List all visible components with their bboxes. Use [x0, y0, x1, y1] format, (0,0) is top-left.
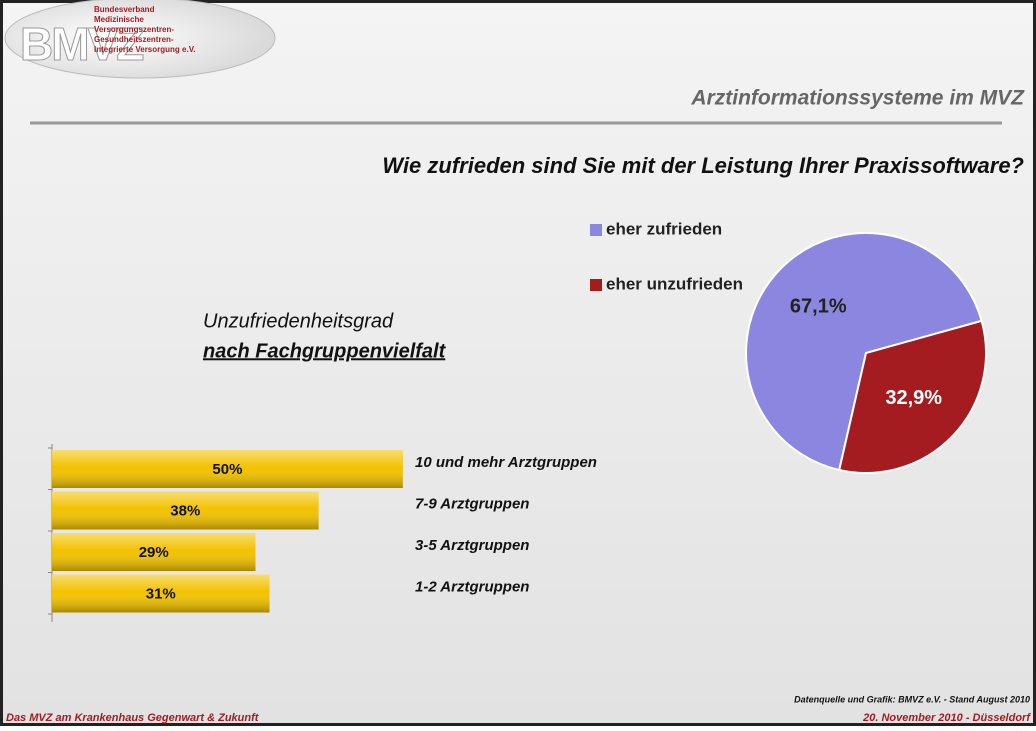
pie-slice [745, 232, 983, 472]
logo-mark: BMVZ [20, 18, 143, 70]
value-label: 38% [170, 502, 200, 519]
pie-label: 32,9% [885, 387, 942, 409]
header: Arztinformationssysteme im MVZ [690, 87, 1025, 110]
logo-shape [4, 0, 276, 79]
legend-label: eher zufrieden [606, 219, 722, 238]
category-label: 10 und mehr Arztgruppen [415, 454, 597, 471]
logo-line: Integrierte Versorgung e.V. [94, 45, 196, 54]
pie-label: 67,1% [790, 296, 847, 318]
legend-swatch [590, 279, 602, 291]
logo-line: Medizinische [94, 15, 144, 24]
category-label: 7-9 Arztgruppen [415, 495, 529, 512]
legend-label: eher unzufrieden [606, 274, 743, 293]
logo-line: Bundesverband [94, 5, 155, 14]
bar-shade [52, 450, 403, 488]
value-label: 29% [139, 544, 169, 561]
footer-right: 20. November 2010 - Düsseldorf [862, 712, 1031, 724]
footer-left: Das MVZ am Krankenhaus Gegenwart & Zukun… [6, 712, 260, 724]
category-label: 3-5 Arztgruppen [415, 537, 529, 554]
value-label: 31% [146, 585, 176, 602]
question: Wie zufrieden sind Sie mit der Leistung … [382, 153, 1024, 178]
value-label: 50% [212, 461, 242, 478]
subtitle-emphasis: nach Fachgruppenvielfalt [203, 340, 447, 362]
bar-shade [52, 491, 319, 530]
bar-shade [52, 574, 270, 613]
logo-line: Gesundheitszentren- [94, 35, 174, 44]
pie-slice [838, 319, 987, 474]
bar-shade [52, 533, 256, 571]
category-label: 1-2 Arztgruppen [415, 578, 529, 595]
legend-swatch [590, 224, 602, 236]
logo-line: Versorgungszentren- [94, 25, 174, 34]
subtitle: Unzufriedenheitsgrad [203, 310, 394, 332]
source: Datenquelle und Grafik: BMVZ e.V. - Stan… [794, 694, 1030, 704]
